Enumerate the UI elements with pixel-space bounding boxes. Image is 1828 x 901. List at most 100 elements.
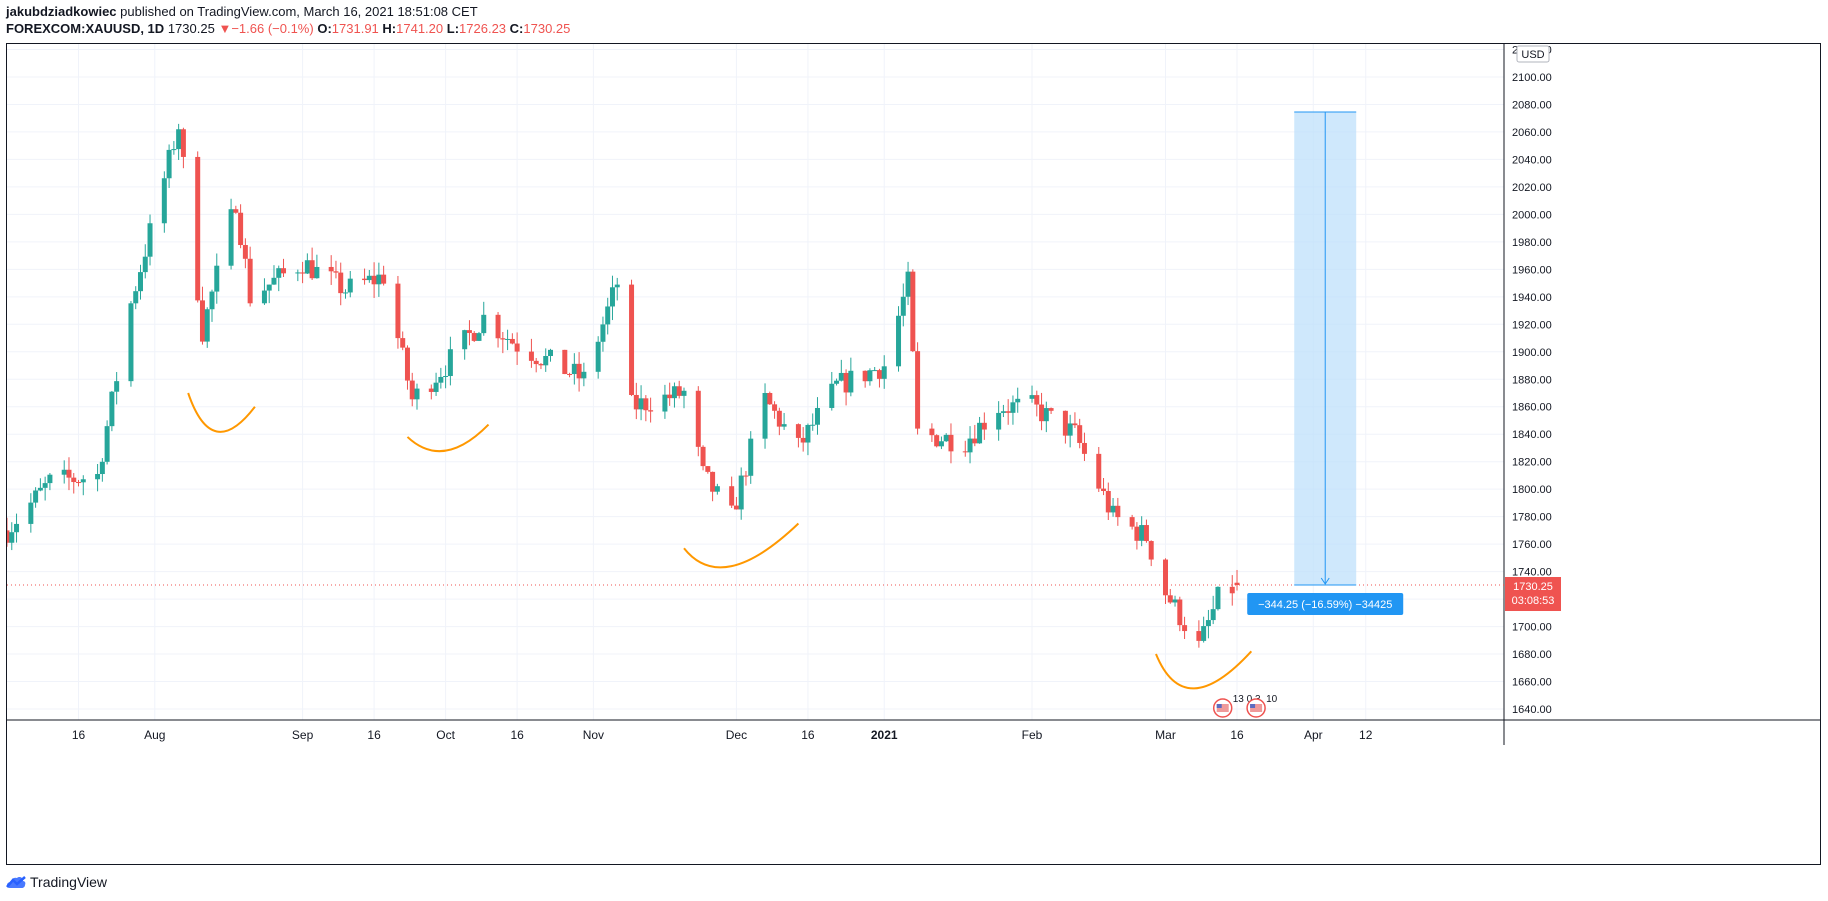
x-tick-label: Mar xyxy=(1155,728,1176,742)
y-tick-label: 2020.00 xyxy=(1512,182,1552,194)
candle-body xyxy=(505,338,511,340)
event-label: 10 xyxy=(1266,694,1278,705)
bottom-arc-drawing[interactable] xyxy=(187,392,256,433)
candle-body xyxy=(1077,425,1083,443)
author-name[interactable]: jakubdziadkowiec xyxy=(6,4,117,19)
symbol-label[interactable]: FOREXCOM:XAUUSD, 1D xyxy=(6,21,165,36)
candle-body xyxy=(571,363,577,375)
x-tick-label: Feb xyxy=(1022,728,1043,742)
candle-body xyxy=(180,129,186,157)
candle-body xyxy=(533,360,539,365)
x-tick-label: Sep xyxy=(292,728,314,742)
x-tick-label: 2021 xyxy=(871,728,898,742)
bottom-arc-drawing[interactable] xyxy=(1155,650,1253,690)
chart-canvas[interactable]: 1640.001660.001680.001700.001720.001740.… xyxy=(7,44,1820,864)
bottom-arc-drawing[interactable] xyxy=(683,522,800,569)
candle-body xyxy=(881,366,887,379)
candle-body xyxy=(938,441,944,447)
candle-body xyxy=(862,370,868,382)
candle-body xyxy=(414,388,420,400)
candle-body xyxy=(1015,398,1021,403)
range-label-box xyxy=(1247,593,1404,616)
x-tick-label: Dec xyxy=(726,728,747,742)
candle-body xyxy=(471,332,477,341)
low-value: 1726.23 xyxy=(459,21,507,36)
candle-body xyxy=(71,477,77,483)
candle-body xyxy=(1072,423,1078,426)
y-tick-label: 2080.00 xyxy=(1512,99,1552,111)
candle-body xyxy=(514,343,520,352)
candle-body xyxy=(600,324,606,342)
candle-body xyxy=(605,306,611,325)
x-tick-label: 16 xyxy=(801,728,815,742)
x-tick-label: 16 xyxy=(72,728,86,742)
down-arrow-icon xyxy=(1320,577,1330,585)
candle-body xyxy=(648,410,654,412)
candle-body xyxy=(328,266,334,272)
candle-body xyxy=(810,424,816,426)
candle-body xyxy=(1205,620,1211,627)
candle-body xyxy=(1148,541,1154,560)
candle-body xyxy=(1134,526,1140,541)
candle-body xyxy=(99,461,105,475)
candle-body xyxy=(1081,442,1087,454)
candle-body xyxy=(1096,453,1102,489)
candle-body xyxy=(1105,491,1111,513)
candle-body xyxy=(61,469,67,475)
candle-body xyxy=(943,434,949,442)
candle-body xyxy=(729,486,735,506)
candle-body xyxy=(338,272,344,294)
candle-body xyxy=(738,475,744,510)
candle-body xyxy=(481,314,487,334)
x-tick-label: 12 xyxy=(1359,728,1373,742)
y-tick-label: 1680.00 xyxy=(1512,649,1552,661)
candle-body xyxy=(366,275,372,281)
candle-body xyxy=(314,266,320,279)
x-tick-label: 16 xyxy=(1230,728,1244,742)
candle-body xyxy=(199,300,205,342)
candle-body xyxy=(214,265,220,292)
candle-body xyxy=(977,422,983,444)
candle-body xyxy=(838,372,844,381)
candle-body xyxy=(562,349,568,375)
candle-body xyxy=(848,370,854,393)
candle-body xyxy=(643,398,649,411)
candle-body xyxy=(247,258,253,304)
tradingview-logo-icon[interactable] xyxy=(6,875,26,889)
candle-body xyxy=(1010,402,1016,413)
candle-body xyxy=(161,178,167,224)
open-value: 1731.91 xyxy=(331,21,379,36)
candle-body xyxy=(710,471,716,492)
candle-body xyxy=(233,209,239,213)
candle-body xyxy=(228,209,234,266)
candle-body xyxy=(905,271,911,297)
y-tick-label: 1880.00 xyxy=(1512,374,1552,386)
candle-body xyxy=(829,383,835,408)
currency-badge[interactable] xyxy=(1516,45,1550,63)
y-tick-label: 1840.00 xyxy=(1512,429,1552,441)
candle-body xyxy=(662,394,668,412)
candle-body xyxy=(42,483,48,488)
footer-brand[interactable]: TradingView xyxy=(30,874,108,890)
y-tick-label: 2040.00 xyxy=(1512,154,1552,166)
candle-body xyxy=(1034,395,1040,405)
y-tick-label: 1740.00 xyxy=(1512,567,1552,579)
candle-body xyxy=(137,272,143,292)
candle-body xyxy=(929,428,935,436)
x-tick-label: 16 xyxy=(367,728,381,742)
candle-body xyxy=(581,371,587,379)
published-text: published on TradingView.com, March 16, … xyxy=(120,4,478,19)
candle-body xyxy=(633,394,639,410)
candle-body xyxy=(404,347,410,381)
y-tick-label: 1800.00 xyxy=(1512,484,1552,496)
candle-body xyxy=(748,438,754,476)
chart-frame[interactable]: 1640.001660.001680.001700.001720.001740.… xyxy=(6,43,1821,865)
candle-body xyxy=(171,149,177,151)
candle-body xyxy=(915,351,921,429)
candle-body xyxy=(1182,625,1188,632)
candle-body xyxy=(295,272,301,274)
publish-line: jakubdziadkowiec published on TradingVie… xyxy=(6,4,478,19)
bottom-arc-drawing[interactable] xyxy=(406,423,490,453)
candle-body xyxy=(80,479,86,483)
y-tick-label: 1960.00 xyxy=(1512,264,1552,276)
